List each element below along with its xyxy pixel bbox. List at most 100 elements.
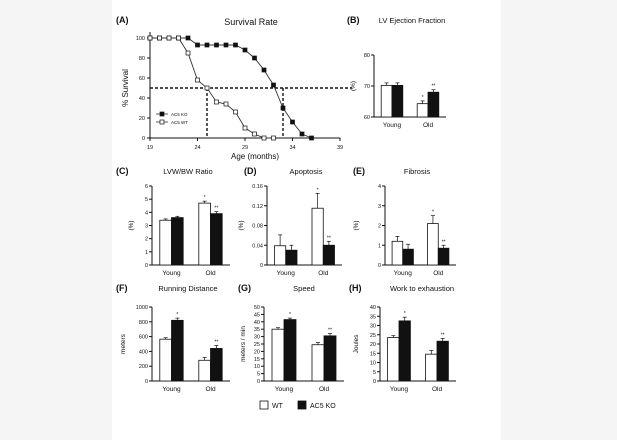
- data-point: [290, 119, 295, 125]
- y-tick-label: 60: [139, 76, 145, 82]
- y-tick-label: 4: [378, 184, 381, 190]
- y-tick-label: 0: [145, 379, 148, 385]
- data-point: [252, 131, 257, 137]
- category-label: Young: [275, 386, 294, 393]
- bar: [210, 213, 223, 266]
- y-tick-label: 2: [378, 224, 381, 230]
- y-tick-label: 40: [254, 320, 260, 326]
- significance-mark: *: [317, 187, 319, 193]
- bar-chart: (F) Running Distance 0 200 400 600 800 1000 mete…: [116, 283, 230, 393]
- bar: [271, 328, 285, 382]
- bar: [398, 320, 411, 382]
- bar: [402, 248, 414, 266]
- data-point: [271, 82, 276, 88]
- y-tick-label: 30: [254, 335, 260, 341]
- x-axis-label: Age (months): [231, 152, 279, 161]
- category-label: Young: [162, 270, 181, 277]
- legend-swatch-wt: [259, 400, 269, 410]
- legend-label: AC5 WT: [171, 120, 188, 125]
- bar: [427, 223, 439, 266]
- data-point: [147, 35, 153, 41]
- y-tick-label: 35: [254, 327, 260, 333]
- significance-mark: *: [176, 312, 178, 318]
- x-tick-label: 19: [147, 145, 153, 151]
- y-tick-label: 35: [370, 314, 376, 320]
- panel-label: (F): [116, 283, 128, 293]
- data-point: [233, 42, 238, 48]
- bar-chart: (H) Work to exhaustion 0 5 10 15 20 25 30 35 40 Jou…: [349, 283, 456, 393]
- bar: [391, 240, 404, 266]
- significance-mark: **: [431, 84, 435, 90]
- significance-mark: *: [432, 210, 434, 216]
- data-point: [204, 85, 210, 91]
- y-tick-label: 0.12: [252, 204, 263, 210]
- bar: [391, 84, 404, 118]
- y-tick-label: 1000: [136, 305, 148, 311]
- panel-label: (C): [116, 166, 129, 176]
- y-tick-label: 400: [139, 349, 148, 355]
- bar: [171, 319, 184, 382]
- chart-title: Speed: [293, 284, 315, 293]
- legend-marker: [159, 119, 165, 125]
- y-tick-label: 0: [142, 136, 145, 142]
- bar: [437, 247, 450, 266]
- y-tick-label: 0: [145, 263, 148, 269]
- bar: [387, 337, 400, 382]
- y-axis-label: meters / min: [240, 326, 247, 362]
- chart-title: Apoptosis: [290, 167, 323, 176]
- y-tick-label: 0.04: [252, 243, 263, 249]
- data-point: [157, 35, 162, 41]
- y-tick-label: 6: [145, 184, 148, 190]
- bar: [311, 344, 325, 382]
- significance-mark: **: [328, 328, 332, 334]
- data-point: [299, 131, 305, 137]
- data-point: [195, 42, 200, 48]
- significance-mark: *: [204, 195, 206, 201]
- category-label: Old: [318, 270, 329, 277]
- y-axis-label: meters: [120, 333, 127, 354]
- chart-title: LV Ejection Fraction: [379, 16, 446, 25]
- category-label: Young: [383, 122, 402, 129]
- bar: [436, 340, 449, 382]
- y-axis-label: (%): [353, 220, 360, 230]
- data-point: [185, 50, 191, 56]
- y-axis-label: (%): [350, 81, 357, 91]
- data-point: [214, 42, 219, 48]
- significance-mark: *: [404, 311, 406, 317]
- y-axis-label: (%): [128, 220, 135, 230]
- data-point: [214, 99, 219, 105]
- y-tick-label: 20: [139, 116, 145, 122]
- category-label: Old: [319, 386, 330, 393]
- data-point: [223, 101, 229, 107]
- y-tick-label: 45: [254, 312, 260, 318]
- legend-marker: [159, 111, 165, 117]
- y-axis-label: (%): [238, 220, 245, 230]
- data-point: [261, 67, 267, 73]
- y-tick-label: 0.08: [252, 224, 263, 230]
- y-tick-label: 0: [378, 263, 381, 269]
- y-tick-label: 0: [257, 379, 260, 385]
- data-point: [309, 135, 314, 141]
- y-tick-label: 3: [145, 224, 148, 230]
- x-tick-label: 39: [337, 145, 343, 151]
- y-tick-label: 2: [145, 237, 148, 243]
- y-tick-label: 70: [364, 84, 370, 90]
- y-tick-label: 15: [370, 351, 376, 357]
- category-label: Young: [277, 270, 296, 277]
- chart-title: Running Distance: [158, 284, 217, 293]
- y-tick-label: 3: [378, 204, 381, 210]
- bar: [210, 348, 223, 382]
- bar: [322, 244, 335, 266]
- data-point: [242, 47, 248, 53]
- bar-chart: (B) LV Ejection Fraction 60 70 80 (%) Young Old…: [347, 15, 446, 129]
- y-tick-label: 0.16: [252, 184, 263, 190]
- significance-mark: **: [214, 339, 218, 345]
- data-point: [271, 135, 276, 141]
- y-tick-label: 5: [373, 370, 376, 376]
- data-point: [176, 35, 181, 41]
- significance-mark: **: [214, 206, 218, 212]
- bar: [171, 217, 184, 266]
- y-tick-label: 800: [139, 320, 148, 326]
